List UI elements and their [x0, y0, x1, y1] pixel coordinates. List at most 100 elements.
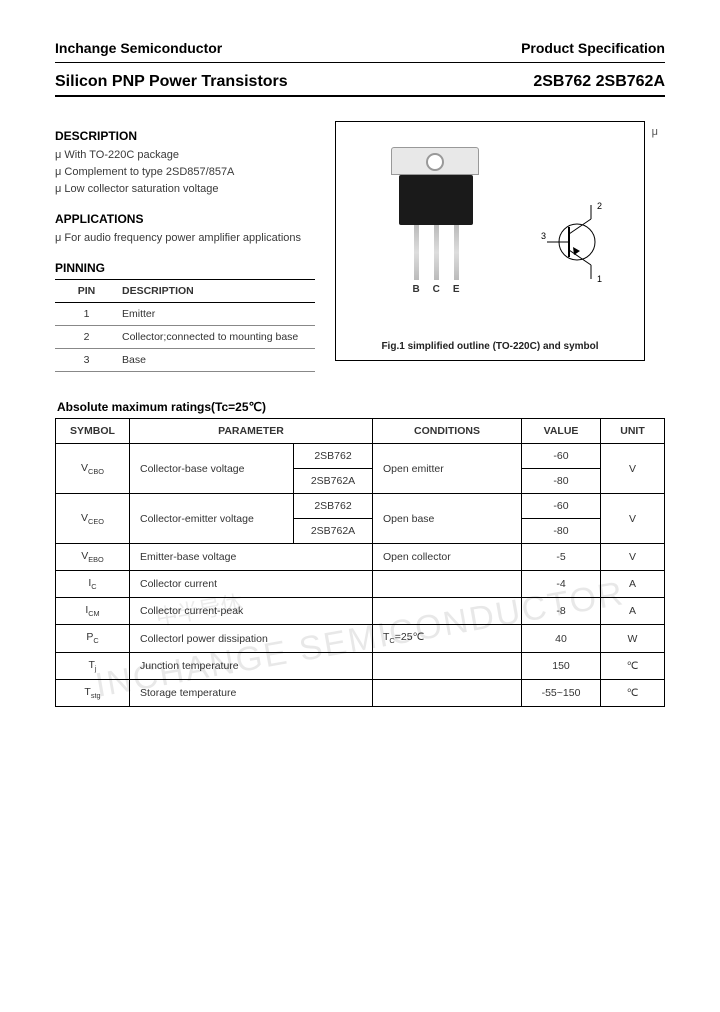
cell-cond [373, 598, 522, 625]
cell-unit: V [601, 494, 665, 544]
list-item: With TO-220C package [55, 147, 315, 164]
cell-cond [373, 652, 522, 679]
cell-value: -80 [522, 519, 601, 544]
cell-symbol: VCBO [56, 444, 130, 494]
cell-unit: A [601, 571, 665, 598]
svg-text:3: 3 [541, 231, 546, 241]
cell-symbol: PC [56, 625, 130, 652]
cell-unit: ℃ [601, 679, 665, 706]
cell-pin: 2 [55, 326, 118, 349]
list-item: For audio frequency power amplifier appl… [55, 230, 315, 247]
cell-value: -55~150 [522, 679, 601, 706]
product-family: Silicon PNP Power Transistors [55, 73, 288, 91]
description-list: With TO-220C package Complement to type … [55, 147, 315, 198]
table-row: 3 Base [55, 349, 315, 372]
table-row: IC Collector current -4 A [56, 571, 665, 598]
svg-text:2: 2 [597, 201, 602, 211]
cell-param: Collector-base voltage [130, 444, 294, 494]
lead-label: B [412, 284, 419, 295]
cell-value: 150 [522, 652, 601, 679]
cell-param: Collector current [130, 571, 373, 598]
cell-value: -4 [522, 571, 601, 598]
content-columns: DESCRIPTION With TO-220C package Complem… [55, 115, 665, 372]
cell-cond [373, 571, 522, 598]
divider-thick [55, 95, 665, 97]
cell-cond [373, 679, 522, 706]
company-name: Inchange Semiconductor [55, 40, 222, 56]
cell-variant: 2SB762A [294, 469, 373, 494]
cell-param: Storage temperature [130, 679, 373, 706]
cell-variant: 2SB762 [294, 444, 373, 469]
table-row: VCEO Collector-emitter voltage 2SB762 Op… [56, 494, 665, 519]
cell-symbol: Tstg [56, 679, 130, 706]
lead-label: C [433, 284, 440, 295]
col-symbol: SYMBOL [56, 419, 130, 444]
doc-type: Product Specification [521, 40, 665, 56]
table-row: PC Collectorl power dissipation TC=25℃ 4… [56, 625, 665, 652]
cell-cond: Open collector [373, 544, 522, 571]
part-numbers: 2SB762 2SB762A [533, 73, 665, 91]
cell-param: Collector-emitter voltage [130, 494, 294, 544]
table-row: ICM Collector current-peak -8 A [56, 598, 665, 625]
table-header-row: PIN DESCRIPTION [55, 280, 315, 303]
cell-param: Collector current-peak [130, 598, 373, 625]
col-conditions: CONDITIONS [373, 419, 522, 444]
cell-unit: V [601, 444, 665, 494]
pinning-table: PIN DESCRIPTION 1 Emitter 2 Collector;co… [55, 279, 315, 372]
cell-value: -60 [522, 444, 601, 469]
cell-cond: Open emitter [373, 444, 522, 494]
cell-unit: W [601, 625, 665, 652]
description-title: DESCRIPTION [55, 129, 315, 143]
left-column: DESCRIPTION With TO-220C package Complem… [55, 115, 315, 372]
package-outline-icon: B C E [391, 147, 481, 295]
figure-caption: Fig.1 simplified outline (TO-220C) and s… [336, 341, 644, 352]
cell-symbol: Tj [56, 652, 130, 679]
cell-unit: A [601, 598, 665, 625]
cell-value: -8 [522, 598, 601, 625]
table-row: 2 Collector;connected to mounting base [55, 326, 315, 349]
sub-header: Silicon PNP Power Transistors 2SB762 2SB… [55, 73, 665, 91]
cell-symbol: ICM [56, 598, 130, 625]
cell-pin: 3 [55, 349, 118, 372]
cell-variant: 2SB762 [294, 494, 373, 519]
list-item: Complement to type 2SD857/857A [55, 164, 315, 181]
transistor-symbol-icon: 2 1 3 [539, 197, 619, 287]
cell-unit: ℃ [601, 652, 665, 679]
col-parameter: PARAMETER [130, 419, 373, 444]
ratings-title: Absolute maximum ratings(Tc=25℃) [57, 400, 665, 414]
cell-symbol: IC [56, 571, 130, 598]
cell-desc: Emitter [118, 303, 315, 326]
table-row: 1 Emitter [55, 303, 315, 326]
applications-list: For audio frequency power amplifier appl… [55, 230, 315, 247]
list-item: Low collector saturation voltage [55, 181, 315, 198]
table-row: VEBO Emitter-base voltage Open collector… [56, 544, 665, 571]
cell-value: -60 [522, 494, 601, 519]
lead-label: E [453, 284, 460, 295]
svg-text:1: 1 [597, 274, 602, 284]
cell-param: Emitter-base voltage [130, 544, 373, 571]
page-header: Inchange Semiconductor Product Specifica… [55, 40, 665, 56]
cell-value: -80 [522, 469, 601, 494]
col-unit: UNIT [601, 419, 665, 444]
table-row: Tstg Storage temperature -55~150 ℃ [56, 679, 665, 706]
cell-desc: Collector;connected to mounting base [118, 326, 315, 349]
pinning-title: PINNING [55, 261, 315, 275]
table-header-row: SYMBOL PARAMETER CONDITIONS VALUE UNIT [56, 419, 665, 444]
table-row: VCBO Collector-base voltage 2SB762 Open … [56, 444, 665, 469]
col-pin: PIN [55, 280, 118, 303]
cell-desc: Base [118, 349, 315, 372]
cell-value: -5 [522, 544, 601, 571]
cell-cond: Open base [373, 494, 522, 544]
cell-symbol: VEBO [56, 544, 130, 571]
cell-param: Collectorl power dissipation [130, 625, 373, 652]
datasheet-page: Inchange Semiconductor Product Specifica… [0, 0, 720, 1012]
cell-symbol: VCEO [56, 494, 130, 544]
table-row: Tj Junction temperature 150 ℃ [56, 652, 665, 679]
cell-cond: TC=25℃ [373, 625, 522, 652]
cell-param: Junction temperature [130, 652, 373, 679]
figure-box: μ B C E [335, 121, 645, 361]
cell-unit: V [601, 544, 665, 571]
ratings-table: SYMBOL PARAMETER CONDITIONS VALUE UNIT V… [55, 418, 665, 707]
divider [55, 62, 665, 63]
col-desc: DESCRIPTION [118, 280, 315, 303]
